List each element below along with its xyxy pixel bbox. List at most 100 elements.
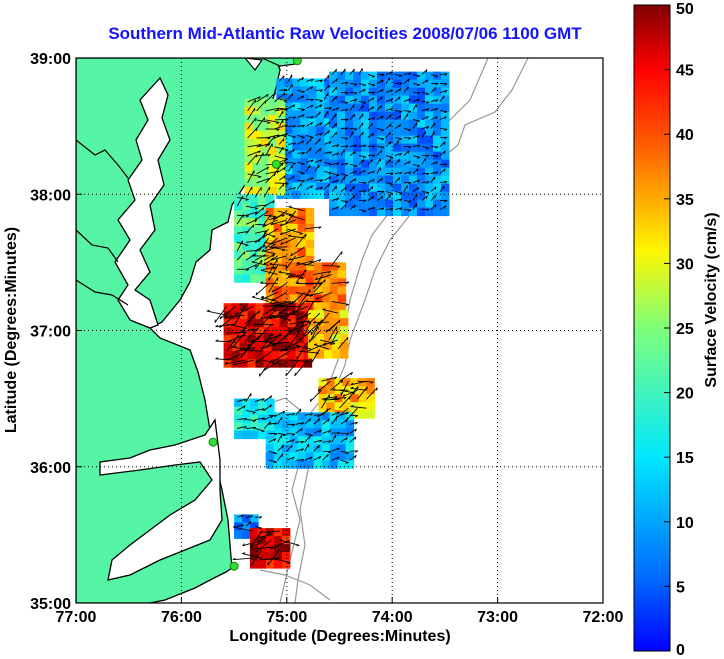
velocity-vector <box>357 386 368 400</box>
vector-head <box>334 396 338 399</box>
velocity-cell <box>316 166 325 175</box>
vector-head <box>283 75 285 79</box>
vector-head <box>245 198 249 201</box>
velocity-cell <box>260 178 270 188</box>
velocity-vector <box>331 417 337 425</box>
velocity-cell <box>433 191 442 201</box>
velocity-vector <box>224 359 245 365</box>
vector-head <box>354 178 357 182</box>
velocity-vector <box>314 138 321 145</box>
velocity-cell <box>425 127 434 137</box>
velocity-vector <box>277 416 283 425</box>
vector-head <box>276 121 280 124</box>
velocity-cell <box>417 103 426 113</box>
velocity-vector <box>306 185 313 190</box>
vector-head <box>288 234 292 237</box>
velocity-cell <box>250 202 259 211</box>
vector-head <box>407 78 410 82</box>
velocity-cell <box>425 191 434 201</box>
vector-head <box>264 245 267 249</box>
velocity-cell <box>308 126 317 135</box>
velocity-vector <box>394 191 402 194</box>
velocity-vector <box>297 114 305 118</box>
vector-head <box>254 207 258 210</box>
velocity-vector <box>297 134 305 138</box>
velocity-cell <box>234 514 243 523</box>
velocity-cell <box>271 351 281 360</box>
vector-head <box>266 94 269 98</box>
vector-head <box>345 162 349 166</box>
velocity-cell <box>366 402 375 411</box>
velocity-cell <box>263 359 273 368</box>
vector-head <box>305 282 309 285</box>
vector-head <box>443 168 446 172</box>
vector-head <box>300 277 304 280</box>
radar-sites <box>208 58 302 571</box>
x-tick-label: 74:00 <box>372 609 413 626</box>
vector-head <box>380 196 384 200</box>
velocity-cell <box>358 402 367 411</box>
velocity-vector <box>385 208 394 211</box>
vector-head <box>267 137 271 140</box>
velocity-cell <box>308 94 317 103</box>
velocity-vector <box>267 548 281 566</box>
velocity-vector <box>376 104 382 111</box>
velocity-cell <box>308 110 317 119</box>
velocity-vector <box>287 74 293 82</box>
velocity-cell <box>303 303 313 312</box>
vector-head <box>426 154 430 158</box>
velocity-cell <box>260 170 270 180</box>
velocity-vector <box>439 73 448 76</box>
vector-head <box>371 123 373 127</box>
vector-head <box>435 161 438 165</box>
velocity-cell <box>337 452 347 461</box>
vector-head <box>408 209 412 212</box>
velocity-vector <box>246 419 256 421</box>
velocity-cell <box>273 223 283 233</box>
velocity-cell <box>409 175 418 185</box>
velocity-cell <box>385 199 394 209</box>
velocity-vector <box>394 96 401 102</box>
velocity-vector <box>297 89 305 93</box>
velocity-cell <box>366 386 375 395</box>
vector-head <box>206 309 210 312</box>
vector-head <box>319 132 323 136</box>
delaware-bay <box>244 58 264 71</box>
velocity-cell <box>329 127 338 137</box>
vector-head <box>310 185 313 189</box>
velocity-cell <box>284 182 293 191</box>
velocity-vector <box>310 321 321 336</box>
velocity-cell <box>281 560 291 569</box>
vector-head <box>363 144 367 148</box>
velocity-vector <box>350 406 367 409</box>
velocity-vector <box>297 77 304 82</box>
velocity-cell <box>321 278 331 287</box>
vector-head <box>258 176 262 179</box>
velocity-cell <box>258 414 267 424</box>
velocity-vector <box>247 96 261 103</box>
velocity-vector <box>274 92 286 103</box>
velocity-vector <box>279 175 286 181</box>
velocity-cell <box>263 303 273 312</box>
velocity-vector <box>328 326 338 341</box>
velocity-vector <box>245 393 252 402</box>
vector-head <box>301 163 305 166</box>
velocity-cell <box>303 335 313 344</box>
velocity-vector <box>412 164 421 167</box>
velocity-cell <box>313 460 323 469</box>
velocity-cell <box>417 79 426 89</box>
velocity-vector <box>277 434 282 443</box>
velocity-vector <box>232 557 253 561</box>
vector-head <box>372 178 375 182</box>
vector-head <box>254 211 258 215</box>
velocity-cell <box>287 351 297 360</box>
velocity-cell <box>337 159 346 169</box>
vector-head <box>399 198 403 202</box>
velocity-cell <box>417 87 426 97</box>
velocity-vector <box>394 177 401 183</box>
vector-head <box>372 117 376 121</box>
velocity-vector <box>236 405 246 411</box>
velocity-vector <box>330 396 347 400</box>
vector-head <box>274 309 277 313</box>
